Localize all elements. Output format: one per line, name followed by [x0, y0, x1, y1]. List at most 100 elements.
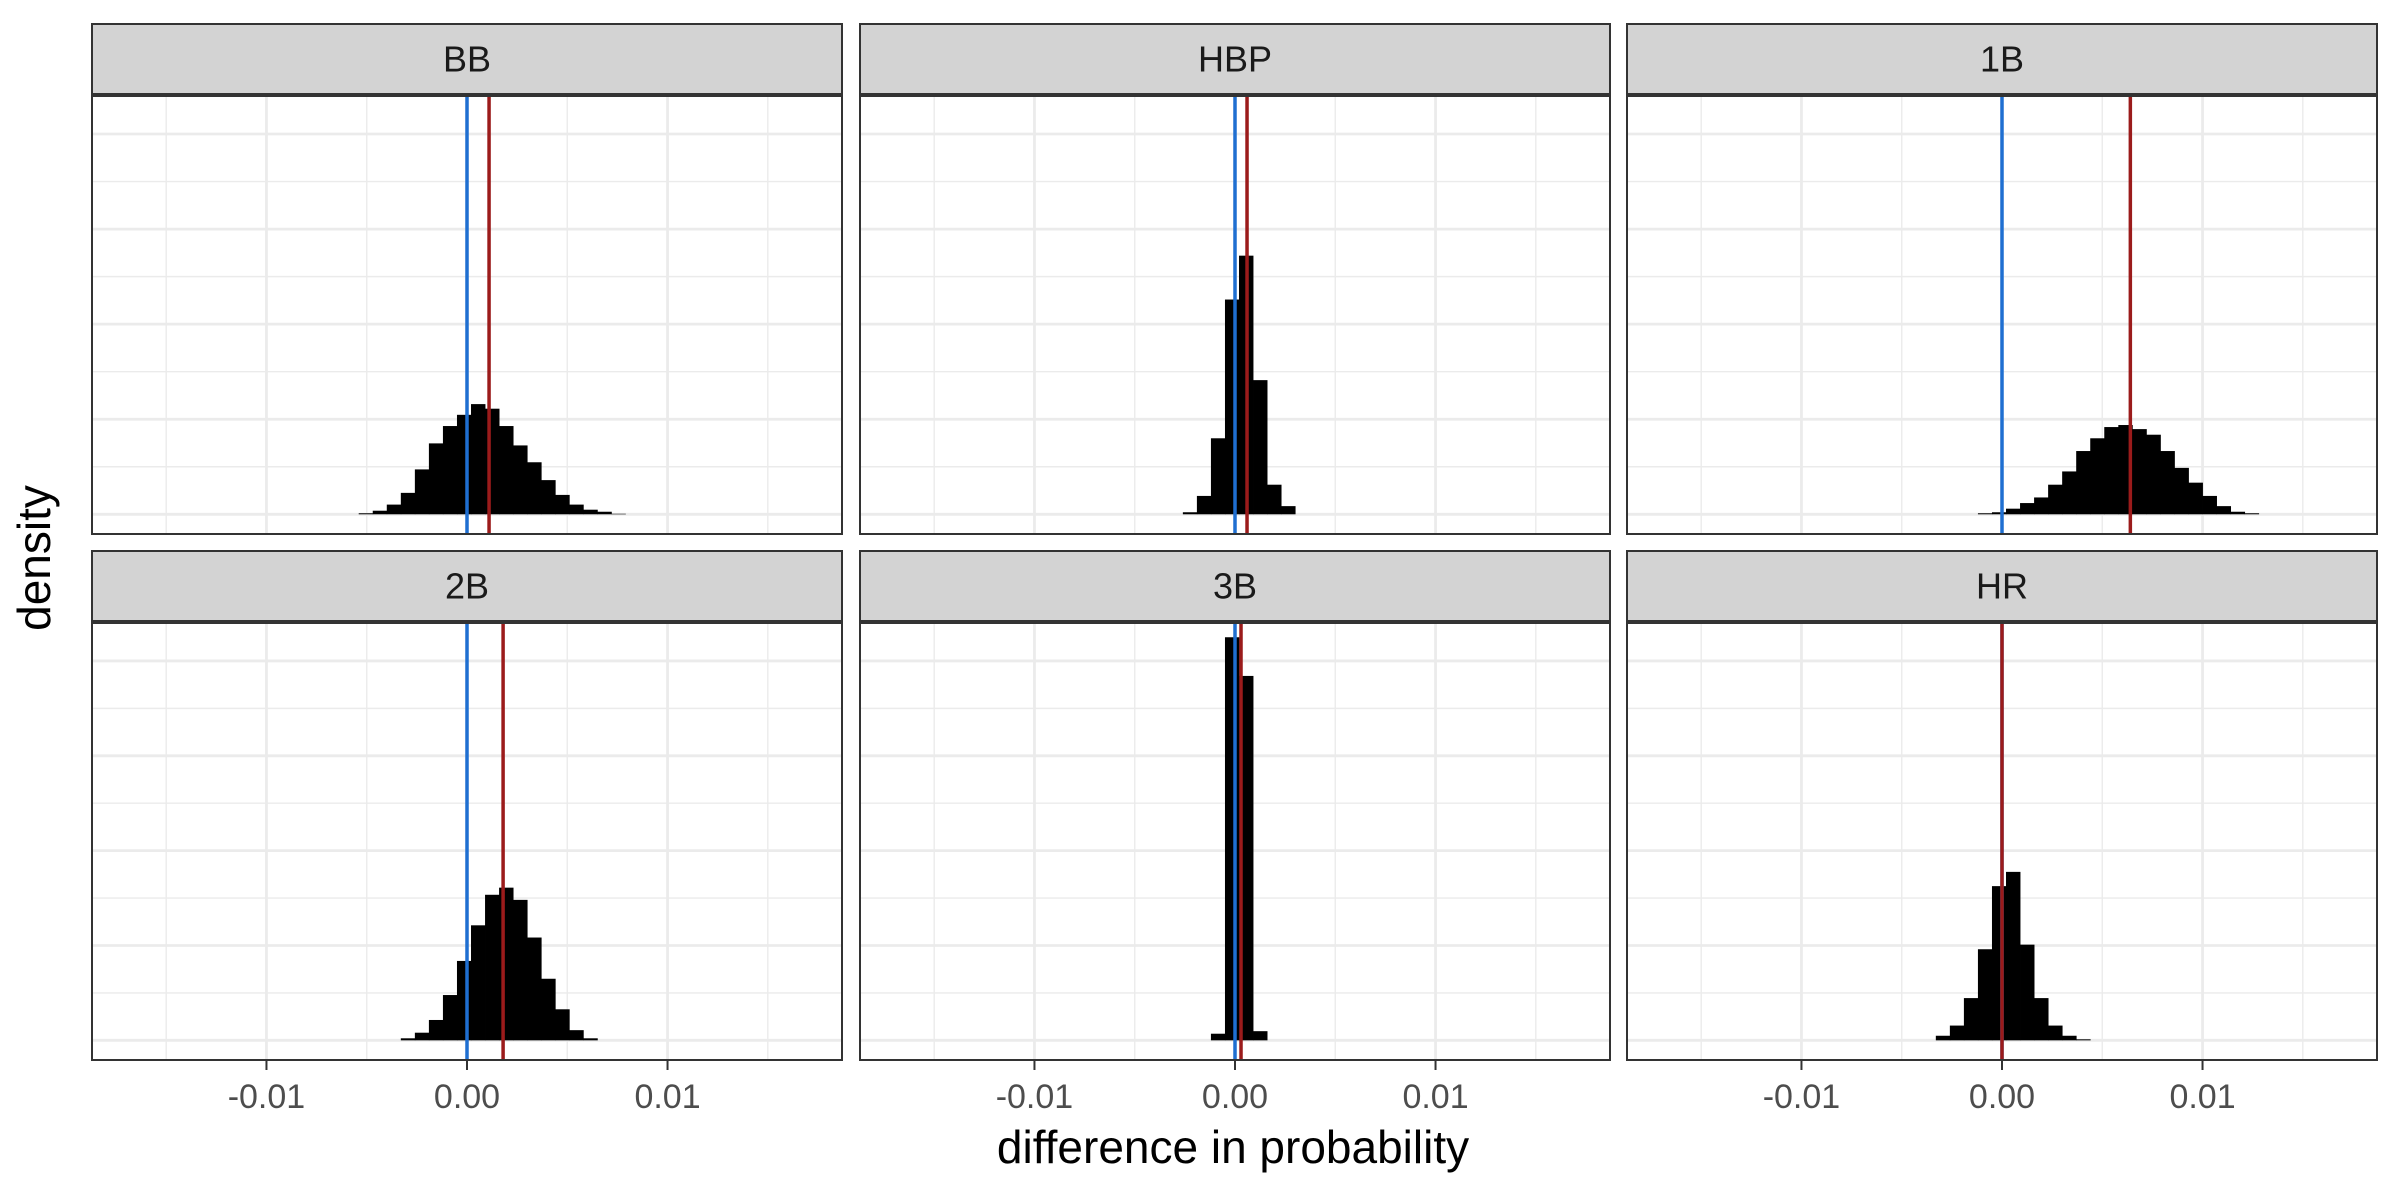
facet-bb: BB	[91, 23, 843, 535]
histogram-bar	[1977, 949, 1993, 1041]
histogram-bar	[414, 1032, 430, 1041]
histogram-bar	[555, 1009, 570, 1041]
histogram-bar	[1977, 513, 1993, 515]
histogram-bar	[2090, 438, 2105, 515]
facet-strip	[859, 23, 1611, 96]
facet-2b: 2B -0.01 0.00 0.01	[91, 550, 843, 1116]
y-axis-title: density	[8, 485, 60, 631]
facet-strip-label: HBP	[1198, 39, 1272, 80]
x-tick-label: 0.00	[1969, 1078, 2035, 1116]
facet-strip-label: 1B	[1980, 39, 2024, 80]
histogram-bar	[569, 1030, 584, 1041]
histogram-bar	[611, 513, 626, 515]
x-tick-label: 0.00	[434, 1078, 500, 1116]
histogram-bar	[2020, 944, 2035, 1041]
histogram-bar	[456, 414, 472, 515]
histogram-bar	[414, 469, 430, 515]
facet-strip	[1626, 23, 2378, 96]
histogram-bar	[1281, 506, 1296, 515]
histogram-bar	[499, 887, 514, 1041]
histogram-bar	[1210, 438, 1226, 515]
x-tick-label: 0.00	[1202, 1078, 1268, 1116]
histogram-bar	[1210, 1033, 1226, 1041]
histogram-bar	[2174, 467, 2189, 515]
facet-strip	[1626, 550, 2378, 623]
histogram-bar	[513, 899, 528, 1041]
facet-strip	[859, 550, 1611, 623]
histogram-bar	[569, 504, 584, 515]
histogram-bar	[442, 426, 458, 515]
histogram-bar	[400, 492, 416, 515]
histogram-bar	[372, 510, 388, 515]
histogram-bar	[2230, 511, 2246, 515]
facet-strip-label: 2B	[445, 566, 489, 607]
histogram-bar	[471, 404, 486, 515]
facet-3b: 3B -0.01 0.00 0.01	[859, 550, 1611, 1116]
histogram-bar	[428, 443, 444, 515]
histogram-bar	[513, 445, 528, 515]
histogram-bar	[527, 462, 542, 515]
histogram-bar	[2188, 482, 2203, 515]
histogram-bar	[2202, 495, 2217, 515]
histogram-bar	[527, 937, 542, 1041]
histogram-bar	[541, 480, 556, 515]
histogram-bar	[2062, 471, 2077, 515]
histogram-bar	[1253, 380, 1268, 515]
histogram-bar	[442, 995, 458, 1041]
histogram-bar	[2076, 1039, 2091, 1041]
histogram-bar	[471, 925, 486, 1041]
facet-strip	[91, 23, 843, 96]
histogram-bar	[2132, 429, 2147, 515]
facet-strip	[91, 550, 843, 623]
facet-hr: HR -0.01 0.00 0.01	[1626, 550, 2378, 1116]
histogram-bar	[1949, 1025, 1965, 1041]
histogram-bar	[541, 978, 556, 1041]
x-tick-label: -0.01	[1763, 1078, 1841, 1116]
x-tick-label: 0.01	[634, 1078, 700, 1116]
histogram-bar	[555, 494, 570, 515]
histogram-bar	[1267, 484, 1282, 515]
histogram-bar	[1253, 1031, 1268, 1041]
x-axis-title: difference in probability	[997, 1121, 1469, 1173]
histogram-bar	[499, 426, 514, 515]
histogram-bar	[2076, 451, 2091, 515]
facet-1b: 1B	[1626, 23, 2378, 535]
histogram-bar	[1224, 299, 1240, 515]
histogram-bar	[2048, 1025, 2063, 1041]
facet-panels: BB HBP 1B 2B -0.01 0.00 0.01 3B -0.01 0.00 0.01 HR -…	[91, 23, 2378, 1116]
x-tick-label: -0.01	[996, 1078, 1074, 1116]
histogram-bar	[1196, 495, 1212, 515]
facet-hbp: HBP	[859, 23, 1611, 535]
histogram-bar	[485, 894, 500, 1041]
histogram-bar	[2062, 1035, 2077, 1041]
histogram-bar	[400, 1038, 416, 1041]
histogram-bar	[386, 504, 402, 515]
histogram-bar	[1991, 512, 2007, 515]
histogram-bar	[1963, 998, 1979, 1041]
histogram-bar	[358, 513, 374, 515]
histogram-bar	[2160, 451, 2175, 515]
histogram-bar	[2216, 506, 2232, 515]
histogram-bar	[1991, 886, 2007, 1041]
x-tick-label: 0.01	[1402, 1078, 1468, 1116]
histogram-bar	[2048, 484, 2063, 515]
histogram-bar	[2034, 998, 2049, 1041]
histogram-bar	[485, 408, 500, 515]
histogram-bar	[428, 1019, 444, 1041]
histogram-bar	[1935, 1035, 1951, 1041]
histogram-bar	[583, 1038, 598, 1041]
histogram-bar	[2146, 434, 2161, 515]
facet-strip-label: HR	[1976, 566, 2028, 607]
histogram-bar	[2006, 871, 2021, 1041]
facet-strip-label: 3B	[1213, 566, 1257, 607]
histogram-bar	[2244, 513, 2260, 515]
histogram-bar	[1182, 512, 1198, 515]
histogram-bar	[597, 511, 612, 515]
histogram-bar	[583, 509, 598, 515]
facet-strip-label: BB	[443, 39, 491, 80]
histogram-bar	[2006, 508, 2021, 515]
histogram-bar	[2104, 427, 2119, 515]
x-tick-label: -0.01	[228, 1078, 306, 1116]
histogram-bar	[2034, 497, 2049, 515]
